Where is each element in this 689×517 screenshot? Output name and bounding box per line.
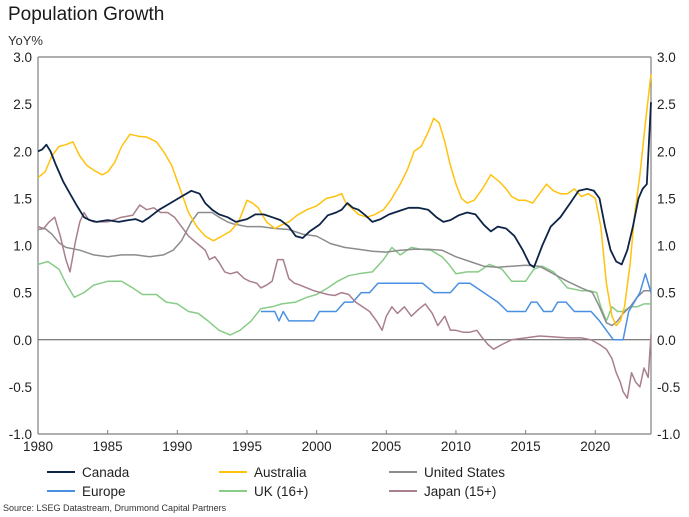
series-lines (37, 73, 652, 399)
legend-item-canada: Canada (47, 463, 129, 481)
x-tick-label: 2010 (441, 439, 471, 454)
y-tick-label-right: -1.0 (657, 427, 680, 442)
y-tick-label-right: 0.5 (657, 286, 676, 301)
legend-label: Canada (82, 464, 130, 480)
y-axis-left: 3.0 2.5 2.0 1.5 1.0 0.5 0.0 -0.5 -1.0 (9, 50, 32, 442)
source-note: Source: LSEG Datastream, Drummond Capita… (3, 503, 227, 513)
y-tick-label-left: -1.0 (9, 427, 32, 442)
y-axis-right: 3.0 2.5 2.0 1.5 1.0 0.5 0.0 -0.5 -1.0 (657, 50, 680, 442)
y-tick-label-right: 2.5 (657, 97, 676, 112)
chart-title: Population Growth (8, 4, 165, 25)
y-tick-label-left: 3.0 (13, 50, 32, 65)
series-line-united-states (37, 211, 651, 327)
plot-frame (37, 56, 652, 435)
y-tick-label-left: 0.0 (13, 333, 32, 348)
legend-label: Japan (15+) (424, 483, 497, 499)
legend-swatch (47, 490, 75, 492)
x-tick-label: 1995 (232, 439, 262, 454)
y-tick-label-right: 2.0 (657, 144, 676, 159)
legend-swatch (389, 471, 417, 473)
legend-item-united-states: United States (389, 463, 505, 481)
legend-item-australia: Australia (219, 463, 307, 481)
y-tick-label-left: 1.5 (13, 191, 32, 206)
legend-item-uk-16: UK (16+) (219, 482, 308, 500)
x-tick-label: 1990 (162, 439, 192, 454)
y-tick-label-right: 1.0 (657, 239, 676, 254)
legend-item-japan-15: Japan (15+) (389, 482, 496, 500)
y-tick-label-left: 2.5 (13, 97, 32, 112)
y-tick-label-left: 2.0 (13, 144, 32, 159)
legend-label: UK (16+) (254, 483, 309, 499)
series-line-canada (37, 102, 652, 269)
legend-swatch (389, 490, 417, 492)
legend-label: Europe (82, 483, 126, 499)
chart-subtitle: YoY% (8, 33, 43, 48)
legend-swatch (47, 471, 75, 473)
x-tick-label: 1985 (93, 439, 123, 454)
y-tick-label-left: -0.5 (9, 380, 32, 395)
y-tick-label-right: 0.0 (657, 333, 676, 348)
x-tick-label: 2000 (302, 439, 332, 454)
y-tick-label-left: 1.0 (13, 239, 32, 254)
legend-label: United States (424, 464, 506, 480)
x-tick-label: 2005 (371, 439, 401, 454)
legend-item-europe: Europe (47, 482, 126, 500)
series-line-uk-16 (37, 246, 651, 336)
series-line-australia (37, 73, 652, 327)
y-tick-label-right: -0.5 (657, 380, 680, 395)
y-tick-label-right: 1.5 (657, 191, 676, 206)
series-line-japan-15 (37, 204, 652, 399)
y-tick-label-right: 3.0 (657, 50, 676, 65)
series-line-europe (260, 273, 652, 341)
x-tick-label: 2020 (580, 439, 610, 454)
legend-swatch (219, 490, 247, 492)
legend-label: Australia (254, 464, 307, 480)
x-tick-label: 1980 (23, 439, 53, 454)
y-tick-label-left: 0.5 (13, 286, 32, 301)
x-axis: 1980 1985 1990 1995 2000 2005 2010 2015 2020 (23, 430, 610, 454)
x-tick-label: 2015 (511, 439, 541, 454)
legend: Canada Australia United States Europe UK (16… (0, 463, 689, 503)
legend-swatch (219, 471, 247, 473)
